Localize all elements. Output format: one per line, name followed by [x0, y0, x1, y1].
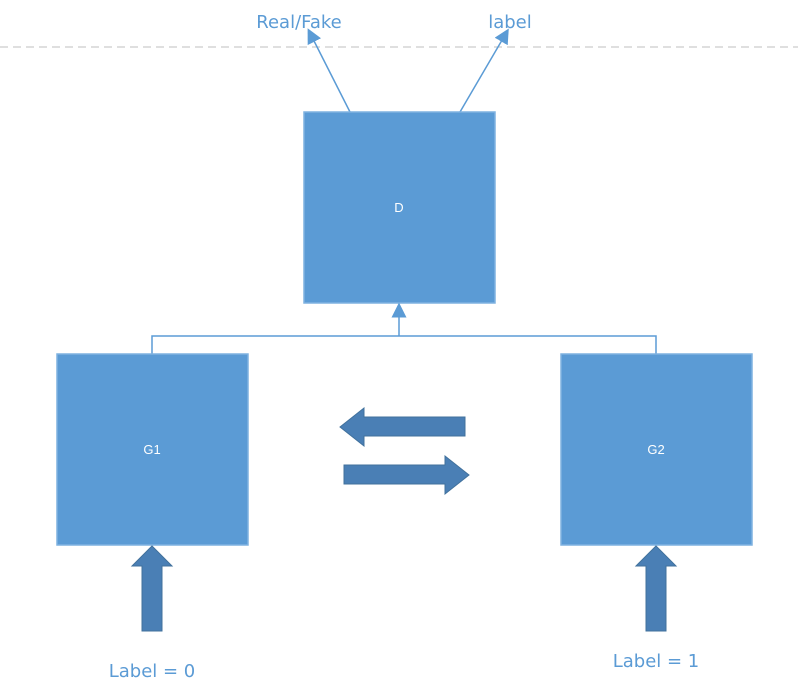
g1-to-d-connector — [151, 335, 399, 354]
g2-input-block-arrow — [634, 545, 678, 632]
real-fake-output-label: Real/Fake — [256, 12, 341, 33]
right-block-arrow — [343, 454, 470, 496]
g2-to-d-connector — [399, 335, 657, 354]
generator-2-label: G2 — [647, 442, 664, 457]
generator-2-box — [560, 353, 753, 546]
discriminator-label: D — [394, 200, 403, 215]
g1-input-block-arrow — [130, 545, 174, 632]
label-arrow — [459, 28, 509, 113]
real-fake-arrow — [307, 28, 351, 113]
discriminator-box — [303, 111, 496, 304]
class-label-output-label: label — [488, 12, 532, 33]
left-block-arrow — [339, 406, 466, 448]
generator-1-box — [56, 353, 249, 546]
g1-input-label: Label = 0 — [109, 661, 196, 682]
g2-input-label: Label = 1 — [613, 651, 700, 672]
generator-1-label: G1 — [143, 442, 160, 457]
